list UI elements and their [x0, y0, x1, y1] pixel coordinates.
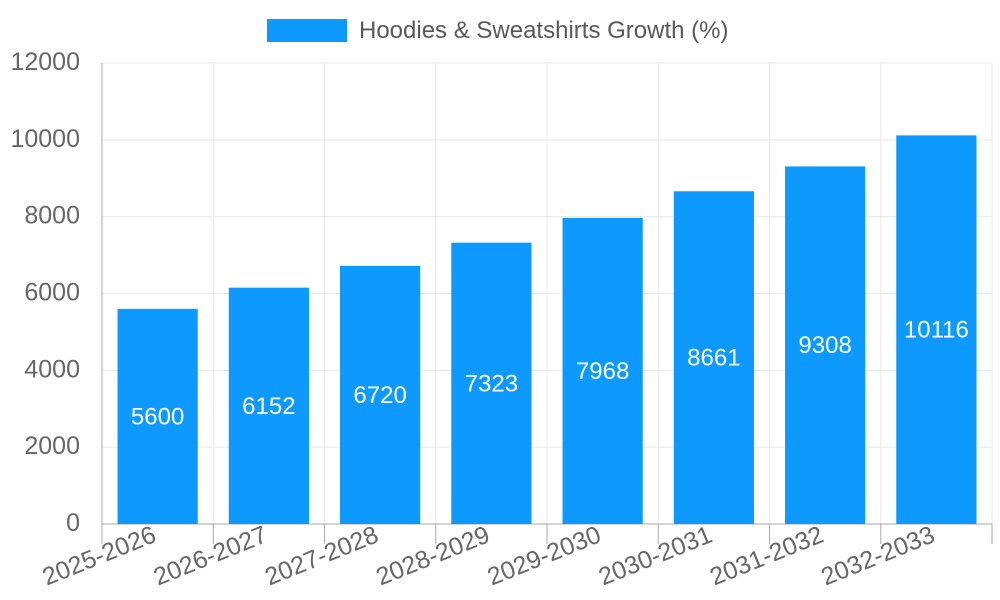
svg-text:6720: 6720 [353, 382, 406, 409]
svg-text:2000: 2000 [24, 432, 80, 460]
svg-text:2028-2029: 2028-2029 [372, 521, 493, 592]
svg-text:10116: 10116 [904, 317, 969, 344]
svg-text:7968: 7968 [576, 358, 629, 385]
svg-text:5600: 5600 [131, 403, 184, 430]
svg-text:2025-2026: 2025-2026 [39, 521, 160, 592]
svg-text:6152: 6152 [242, 393, 295, 420]
svg-text:8000: 8000 [24, 202, 80, 230]
svg-text:2032-2033: 2032-2033 [817, 521, 938, 592]
svg-text:2030-2031: 2030-2031 [595, 521, 716, 592]
svg-text:7323: 7323 [465, 370, 518, 397]
svg-text:10000: 10000 [10, 125, 80, 153]
svg-text:2027-2028: 2027-2028 [261, 521, 382, 592]
svg-text:Hoodies & Sweatshirts Growth (: Hoodies & Sweatshirts Growth (%) [359, 17, 728, 44]
svg-text:2031-2032: 2031-2032 [706, 521, 827, 592]
svg-text:4000: 4000 [24, 355, 80, 383]
svg-text:8661: 8661 [687, 345, 740, 372]
svg-text:2026-2027: 2026-2027 [150, 521, 271, 592]
svg-text:6000: 6000 [24, 279, 80, 307]
svg-text:9308: 9308 [798, 332, 851, 359]
svg-text:0: 0 [66, 509, 80, 537]
svg-text:2029-2030: 2029-2030 [484, 521, 605, 592]
svg-text:12000: 12000 [10, 48, 80, 76]
